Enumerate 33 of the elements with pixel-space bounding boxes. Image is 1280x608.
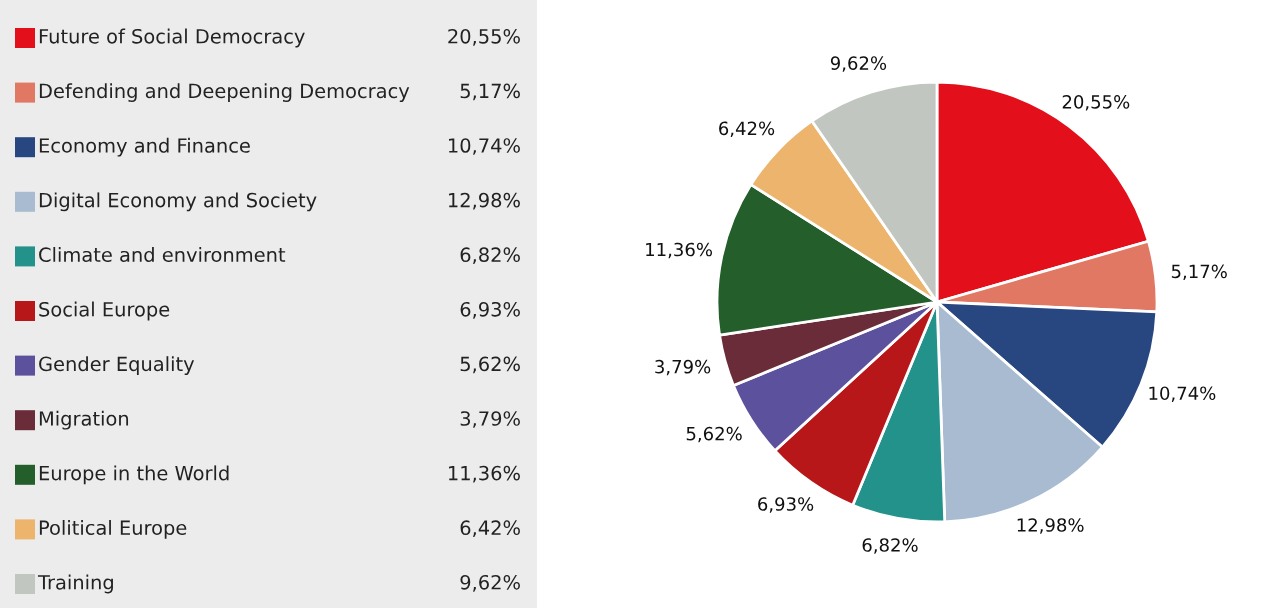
legend-label: Gender Equality: [39, 356, 195, 376]
text: 10,74%: [448, 138, 520, 155]
data-label: 3,79%: [655, 359, 711, 376]
data-label: 12,98%: [1017, 518, 1084, 534]
text: 5,62%: [460, 356, 520, 374]
data-label: 6,93%: [758, 497, 814, 513]
data-label: 11,36%: [646, 242, 713, 259]
text: 12,98%: [448, 192, 520, 210]
text: 6,82%: [460, 247, 520, 265]
text: 5,17%: [460, 83, 520, 101]
legend-label: Future of Social Democracy: [39, 28, 305, 48]
data-label: 9,62%: [830, 56, 887, 72]
legend-label: Defending and Deepening Democracy: [39, 83, 410, 103]
text: 11,36%: [448, 465, 520, 483]
data-label: 6,42%: [719, 121, 775, 137]
data-label: 10,74%: [1149, 386, 1216, 402]
data-label: 20,55%: [1062, 95, 1130, 111]
legend-label: Digital Economy and Society: [39, 192, 317, 212]
data-label: 5,62%: [686, 426, 742, 443]
legend-label: Economy and Finance: [39, 137, 250, 157]
data-label: 6,82%: [862, 538, 918, 554]
legend-label: Climate and environment: [39, 246, 286, 263]
data-label: 5,17%: [1171, 264, 1227, 281]
legend-label: Political Europe: [39, 519, 187, 539]
text: 20,55%: [448, 28, 520, 46]
text: 3,79%: [460, 411, 520, 428]
legend-label: Europe in the World: [39, 465, 229, 485]
text: 6,42%: [460, 520, 520, 538]
text: 6,93%: [460, 301, 520, 319]
text: 9,62%: [460, 574, 520, 592]
legend-label: Migration: [39, 410, 129, 430]
legend-label: Social Europe: [39, 301, 170, 321]
legend-label: Training: [37, 574, 113, 594]
